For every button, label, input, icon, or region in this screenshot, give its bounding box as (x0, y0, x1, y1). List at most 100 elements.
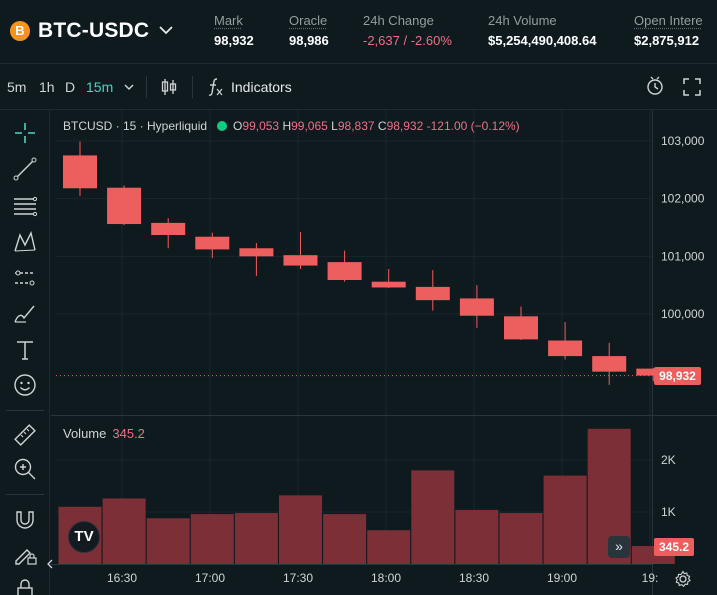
fib-retracement-icon[interactable] (12, 193, 38, 219)
candle-body (548, 340, 583, 357)
volume-bar (323, 514, 367, 564)
timeframe-1h[interactable]: 1h (39, 79, 55, 95)
stat-label: 24h Change (363, 13, 434, 28)
price-tick-label: 101,000 (661, 249, 705, 263)
emoji-icon[interactable] (12, 372, 38, 398)
btc-coin-icon: B (10, 21, 30, 41)
trend-line-icon[interactable] (12, 156, 38, 182)
low-key: L (331, 119, 338, 133)
volume-bar (102, 498, 146, 564)
last-volume-label: 345.2 (654, 538, 694, 556)
collapse-toolbar-icon[interactable] (46, 558, 54, 570)
candle-body (195, 236, 230, 250)
open-key: O (233, 119, 243, 133)
volume-bar (499, 513, 543, 564)
time-tick-label: 18:30 (459, 571, 489, 585)
replay-clock-icon[interactable] (644, 75, 666, 97)
tradingview-logo[interactable]: TV (68, 521, 100, 553)
stat-label[interactable]: Oracle (289, 13, 328, 28)
volume-bar (543, 475, 587, 564)
divider (6, 494, 44, 495)
crosshair-icon[interactable] (12, 120, 38, 146)
volume-bar (279, 495, 322, 564)
gear-icon[interactable] (674, 570, 692, 588)
ohlc-legend: BTCUSD · 15 · Hyperliquid O99,053 H99,065… (63, 119, 520, 133)
ruler-icon[interactable] (12, 422, 38, 448)
function-icon[interactable] (205, 76, 225, 98)
indicators-button[interactable]: Indicators (231, 79, 292, 95)
divider (192, 76, 193, 98)
high-value: 99,065 (291, 119, 328, 133)
stat-value: -2,637 / -2.60% (363, 33, 452, 48)
candle-body (459, 298, 494, 316)
candle-body (63, 155, 97, 189)
stat-label[interactable]: Open Intere (634, 13, 703, 28)
volume-legend: Volume 345.2 (63, 426, 145, 441)
last-price-label: 98,932 (654, 367, 701, 385)
change-value: -121.00 (−0.12%) (426, 119, 520, 133)
time-tick-label: 19:00 (547, 571, 577, 585)
candle-body (283, 255, 318, 266)
timeframe-5m[interactable]: 5m (7, 79, 27, 95)
prediction-icon[interactable] (12, 265, 38, 291)
candle-body (504, 316, 538, 340)
pattern-icon[interactable] (12, 229, 38, 255)
candle-body (239, 248, 274, 257)
volume-bar (367, 530, 411, 564)
text-tool-icon[interactable] (12, 337, 38, 363)
time-tick-label: 17:00 (195, 571, 225, 585)
price-tick-label: 100,000 (661, 307, 705, 321)
symbol-label: BTCUSD · 15 · Hyperliquid (63, 119, 208, 133)
volume-bar (190, 514, 234, 564)
go-to-realtime-button[interactable]: » (608, 536, 630, 558)
time-tick-label: 16:30 (107, 571, 137, 585)
stat-label[interactable]: Mark (214, 13, 243, 28)
fullscreen-icon[interactable] (682, 77, 702, 97)
chevron-down-icon[interactable] (157, 21, 175, 39)
price-tick-label: 103,000 (661, 134, 705, 148)
close-value: 98,932 (386, 119, 424, 133)
candle-body (107, 187, 142, 225)
volume-bar (146, 518, 190, 564)
zoom-in-icon[interactable] (12, 456, 38, 482)
time-tick-label: 19: (642, 571, 659, 585)
volume-tick-label: 1K (661, 505, 676, 519)
stat-value: 98,986 (289, 33, 329, 48)
brush-icon[interactable] (12, 300, 38, 326)
candles-icon[interactable] (159, 77, 179, 97)
stat-mark: Mark 98,932 (214, 13, 254, 48)
magnet-icon[interactable] (12, 506, 38, 532)
stat-24h-volume: 24h Volume $5,254,490,408.64 (488, 13, 596, 48)
divider (146, 76, 147, 98)
pair-selector[interactable]: BTC-USDC (38, 19, 150, 42)
timeframe-15m[interactable]: 15m (86, 79, 114, 95)
drawing-toolbar (0, 110, 53, 595)
volume-value: 345.2 (112, 426, 145, 441)
volume-bar (234, 513, 278, 564)
candle-body (415, 286, 450, 301)
candle-body (371, 281, 406, 288)
volume-tick-label: 2K (661, 453, 676, 467)
divider (6, 410, 44, 411)
stat-value: $2,875,912 (634, 33, 700, 48)
close-key: C (377, 119, 387, 133)
candle-body (592, 356, 627, 372)
volume-bar (411, 470, 455, 564)
stat-value: 98,932 (214, 33, 254, 48)
market-status-dot (217, 121, 228, 131)
market-header: B BTC-USDC Mark 98,932 Oracle 98,986 24h… (0, 0, 717, 64)
high-key: H (282, 119, 292, 133)
lock-icon[interactable] (12, 576, 38, 595)
lock-drawing-icon[interactable] (12, 541, 38, 567)
time-tick-label: 18:00 (371, 571, 401, 585)
stat-value: $5,254,490,408.64 (488, 33, 597, 48)
open-value: 99,053 (242, 119, 280, 133)
low-value: 98,837 (337, 119, 375, 133)
stat-open-interest: Open Intere $2,875,912 (634, 13, 703, 48)
chart-toolbar: 5m 1h D 15m Indicators (0, 64, 717, 110)
chevron-down-icon[interactable] (123, 81, 135, 93)
stat-24h-change: 24h Change -2,637 / -2.60% (363, 13, 452, 48)
volume-label: Volume (63, 426, 107, 441)
price-tick-label: 102,000 (661, 192, 705, 206)
timeframe-d[interactable]: D (65, 79, 76, 95)
